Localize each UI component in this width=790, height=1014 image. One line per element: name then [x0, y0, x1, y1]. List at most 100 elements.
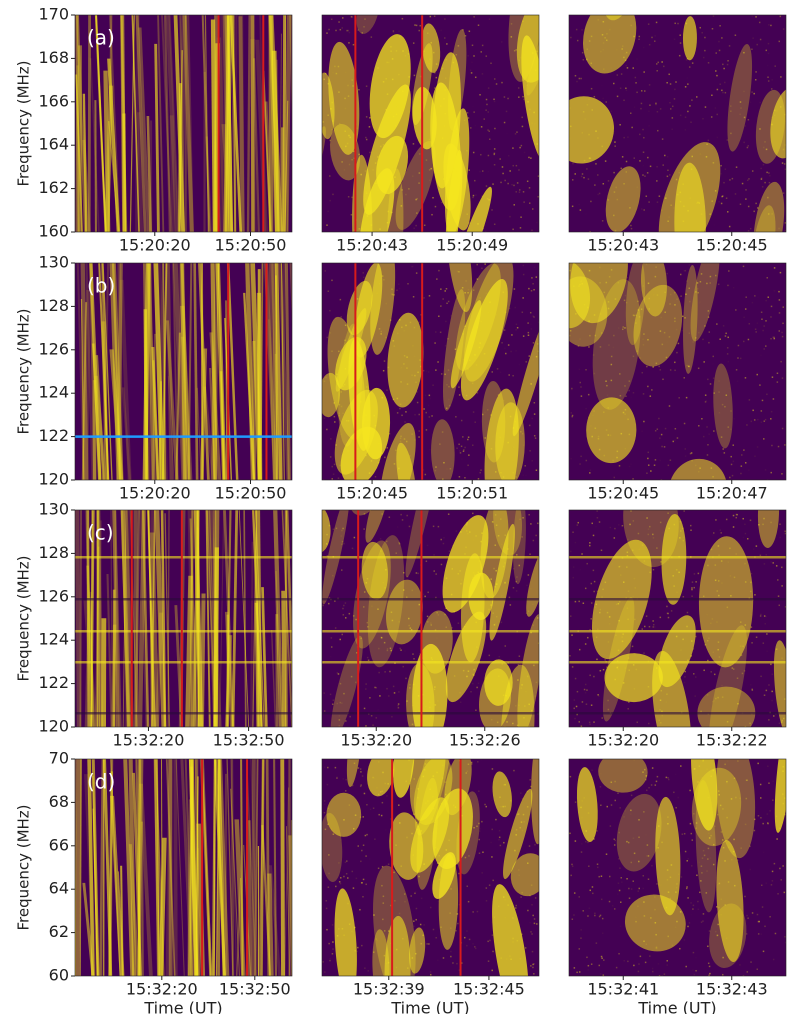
- speckle: [532, 359, 535, 361]
- x-tick-label: 15:20:45: [336, 484, 408, 503]
- speckle: [368, 472, 371, 474]
- streak: [120, 15, 127, 232]
- blob: [376, 135, 409, 194]
- speckle: [737, 344, 740, 347]
- y-tick-label: 64: [49, 879, 69, 898]
- speckle: [673, 523, 676, 526]
- speckle: [741, 849, 743, 851]
- speckle: [768, 172, 770, 174]
- x-tick-label: 15:20:50: [215, 236, 287, 255]
- speckle: [647, 156, 649, 159]
- speckle: [381, 884, 383, 887]
- speckle: [778, 312, 781, 314]
- speckle: [335, 106, 337, 108]
- speckle: [782, 689, 784, 691]
- speckle: [481, 413, 484, 416]
- speckle: [409, 627, 412, 629]
- speckle: [445, 407, 448, 410]
- speckle: [452, 962, 454, 964]
- speckle: [687, 110, 689, 113]
- speckle: [578, 600, 580, 603]
- speckle: [702, 759, 705, 762]
- speckle: [604, 37, 606, 39]
- speckle: [478, 560, 481, 562]
- blob: [576, 767, 598, 843]
- speckle: [442, 777, 444, 779]
- speckle: [648, 84, 651, 86]
- speckle: [440, 797, 442, 799]
- speckle: [643, 625, 646, 628]
- y-tick-label: 122: [38, 426, 69, 445]
- speckle: [771, 880, 774, 882]
- speckle: [480, 126, 483, 128]
- speckle: [626, 276, 629, 279]
- speckle: [701, 872, 703, 874]
- speckle: [472, 151, 475, 154]
- speckle: [337, 673, 340, 675]
- speckle: [329, 332, 332, 334]
- streak: [137, 759, 144, 976]
- streak: [238, 510, 250, 727]
- speckle: [763, 420, 766, 422]
- blob: [516, 15, 539, 83]
- speckle: [571, 387, 573, 390]
- streak: [108, 15, 121, 232]
- speckle: [365, 582, 368, 584]
- speckle: [369, 808, 372, 811]
- speckle: [436, 611, 438, 614]
- speckle: [763, 146, 765, 149]
- speckle: [771, 690, 773, 693]
- streak: [187, 263, 193, 480]
- speckle: [342, 527, 344, 530]
- speckle: [480, 153, 482, 156]
- speckle: [710, 548, 713, 551]
- speckle: [331, 478, 333, 480]
- speckle: [636, 58, 638, 60]
- speckle: [492, 183, 494, 185]
- speckle: [760, 933, 763, 935]
- speckle: [385, 108, 387, 111]
- speckle: [728, 846, 730, 849]
- speckle: [535, 334, 537, 337]
- speckle: [462, 669, 465, 672]
- speckle: [418, 172, 421, 174]
- speckle: [679, 200, 682, 203]
- speckle: [331, 574, 334, 577]
- speckle: [456, 913, 459, 915]
- speckle: [406, 700, 408, 702]
- streak: [569, 712, 786, 715]
- speckle: [470, 761, 473, 764]
- speckle: [676, 920, 678, 923]
- streak: [165, 263, 174, 480]
- speckle: [344, 324, 347, 327]
- streak: [150, 510, 155, 727]
- speckle: [364, 197, 367, 200]
- speckle: [530, 523, 532, 525]
- speckle: [606, 33, 608, 35]
- speckle: [364, 170, 367, 172]
- speckle: [680, 765, 682, 767]
- speckle: [331, 703, 334, 705]
- panel: 15:20:43 15:20:49: [321, 14, 540, 255]
- speckle: [643, 420, 645, 423]
- speckle: [435, 466, 437, 468]
- speckle: [444, 89, 446, 91]
- speckle: [429, 398, 431, 400]
- speckle: [338, 715, 341, 717]
- speckle: [749, 227, 752, 230]
- speckle: [326, 533, 328, 536]
- speckle: [410, 629, 413, 631]
- speckle: [342, 412, 344, 415]
- blob: [413, 759, 453, 825]
- speckle: [398, 287, 401, 290]
- speckle: [464, 553, 466, 555]
- panel-frame: [568, 262, 787, 481]
- speckle: [323, 800, 326, 802]
- streak: [243, 510, 247, 727]
- speckle: [764, 141, 766, 143]
- speckle: [414, 374, 416, 377]
- speckle: [456, 702, 458, 704]
- speckle: [745, 920, 747, 922]
- speckle: [625, 87, 627, 90]
- speckle: [402, 937, 404, 940]
